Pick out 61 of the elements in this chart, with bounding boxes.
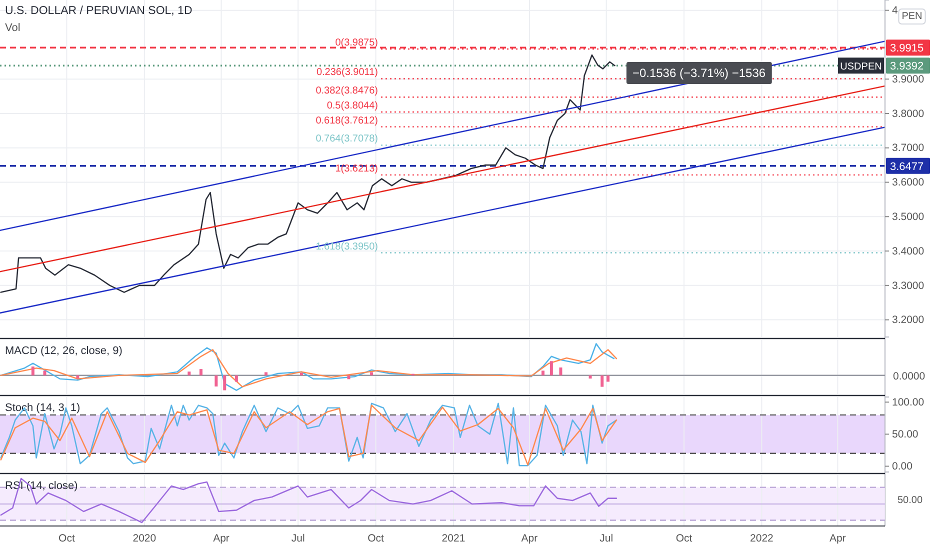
ref-line-label: 0.236(3.9011) [316,67,378,78]
ref-line-label: 0.618(3.7612) [316,115,378,126]
ref-line-label: 1(3.6213) [335,163,378,174]
x-tick-label: Oct [676,532,692,545]
ref-line-label: 1.618(3.3950) [316,241,378,252]
y-tick-label: 3.9000 [892,73,924,86]
y-tick-label: 0.00 [892,460,913,473]
y-tick-label: 50.00 [892,428,918,441]
bar [370,372,374,376]
text: PEN [902,11,922,22]
y-tick-label: 3.7000 [892,142,924,154]
chart-title: MACD (12, 26, close, 9) [5,345,122,357]
annotation: −0.1536 (−3.71%) −1536 [632,66,766,80]
x-tick-label: Apr [521,532,538,545]
ref-line-label: 0.5(3.8044) [326,100,378,112]
ref-line-label: 0(3.9875) [335,38,378,49]
ref-line-label: 3.9392 [890,60,924,73]
x-tick-label: 2022 [750,532,774,545]
bar [300,372,303,376]
ref-line-label: 0.764(3.7078) [316,134,378,145]
y-tick-label: 100.00 [892,396,924,408]
chart-title: U.S. DOLLAR / PERUVIAN SOL, 1D [5,5,192,17]
bar [188,372,191,376]
text: USDPEN [840,62,882,73]
bar [199,369,202,376]
x-tick-label: 2021 [442,532,466,545]
bar [606,375,610,382]
bar [600,375,604,387]
y-tick-label: 4 [892,4,898,17]
y-tick-label: 3.6000 [892,176,924,189]
y-tick-label: 3.4000 [892,245,924,258]
bar [31,366,34,376]
bar [214,375,218,386]
x-tick-label: 2020 [132,532,156,545]
bar [588,375,592,379]
chart-title: Stoch (14, 3, 1) [5,402,80,414]
bar [223,375,226,390]
y-tick-label: 3.3000 [892,280,924,292]
y-tick-label: 3.5000 [892,211,924,224]
ref-line-label: 0.382(3.8476) [316,86,378,97]
bar [347,375,350,380]
bar [234,375,238,382]
y-tick-label: 3.2000 [892,314,924,326]
bar [559,367,562,376]
bar [541,370,544,376]
ref-line-label: 3.6477 [890,160,924,173]
bar [43,370,46,376]
x-tick-label: Oct [58,532,75,545]
ref-line-label: 0.0000 [893,370,926,382]
x-tick-label: Oct [368,532,384,545]
x-tick-label: Jul [600,532,614,545]
y-tick-label: 3.8000 [892,108,924,120]
x-tick-label: Apr [213,532,230,545]
line-series [0,54,616,293]
ref-line-label: 3.9915 [890,42,924,55]
bar [76,375,80,379]
bar [264,372,268,376]
x-tick-label: Apr [830,532,846,545]
x-tick-label: Jul [291,532,305,545]
text: Vol [5,22,20,34]
bar [550,361,553,376]
